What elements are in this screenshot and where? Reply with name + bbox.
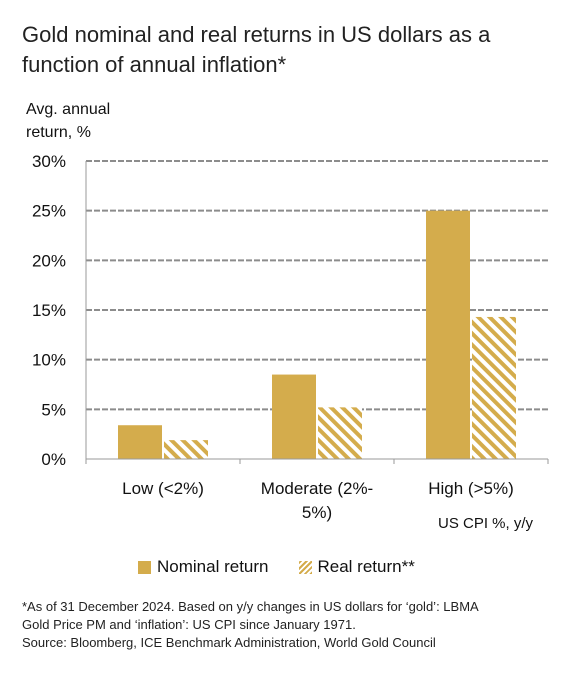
y-tick-label: 0%	[41, 450, 66, 469]
legend: Nominal return Real return**	[138, 556, 445, 578]
chart-title-line-2: function of annual inflation*	[22, 52, 287, 77]
legend-swatch-real	[298, 560, 312, 574]
y-tick-label: 20%	[32, 251, 66, 270]
footnote-line-2: Gold Price PM and ‘inflation’: US CPI si…	[22, 617, 356, 632]
bar-nominal-return	[426, 210, 470, 459]
bar-real-return	[164, 440, 208, 459]
legend-item-real: Real return**	[298, 557, 415, 577]
legend-item-nominal: Nominal return	[138, 557, 269, 577]
y-tick-label: 25%	[32, 202, 66, 221]
y-tick-label: 30%	[32, 152, 66, 171]
footnote-line-1: *As of 31 December 2024. Based on y/y ch…	[22, 599, 479, 614]
bar-real-return	[318, 407, 362, 459]
x-tick-label: High (>5%)	[428, 479, 514, 498]
x-tick-label: Low (<2%)	[122, 479, 204, 498]
legend-label-nominal: Nominal return	[157, 557, 269, 576]
x-tick-label: Moderate (2%-	[261, 479, 373, 498]
chart-title-line-1: Gold nominal and real returns in US doll…	[22, 22, 491, 47]
y-axis-label: Avg. annual return, %	[26, 98, 156, 144]
x-tick-label: 5%)	[302, 503, 332, 522]
footnote-line-3: Source: Bloomberg, ICE Benchmark Adminis…	[22, 635, 436, 650]
bar-real-return	[472, 316, 516, 459]
legend-swatch-nominal	[138, 560, 151, 574]
y-axis-label-line-1: Avg. annual	[26, 101, 111, 118]
bar-nominal-return	[118, 425, 162, 459]
y-tick-label: 15%	[32, 301, 66, 320]
bar-nominal-return	[272, 374, 316, 459]
legend-label-real: Real return**	[317, 557, 415, 576]
y-tick-label: 10%	[32, 351, 66, 370]
y-tick-label: 5%	[41, 400, 66, 419]
footnote: *As of 31 December 2024. Based on y/y ch…	[22, 598, 572, 652]
x-axis-unit-label: US CPI %, y/y	[438, 515, 534, 532]
y-axis-label-line-2: return, %	[26, 124, 91, 141]
chart-title: Gold nominal and real returns in US doll…	[22, 20, 570, 80]
